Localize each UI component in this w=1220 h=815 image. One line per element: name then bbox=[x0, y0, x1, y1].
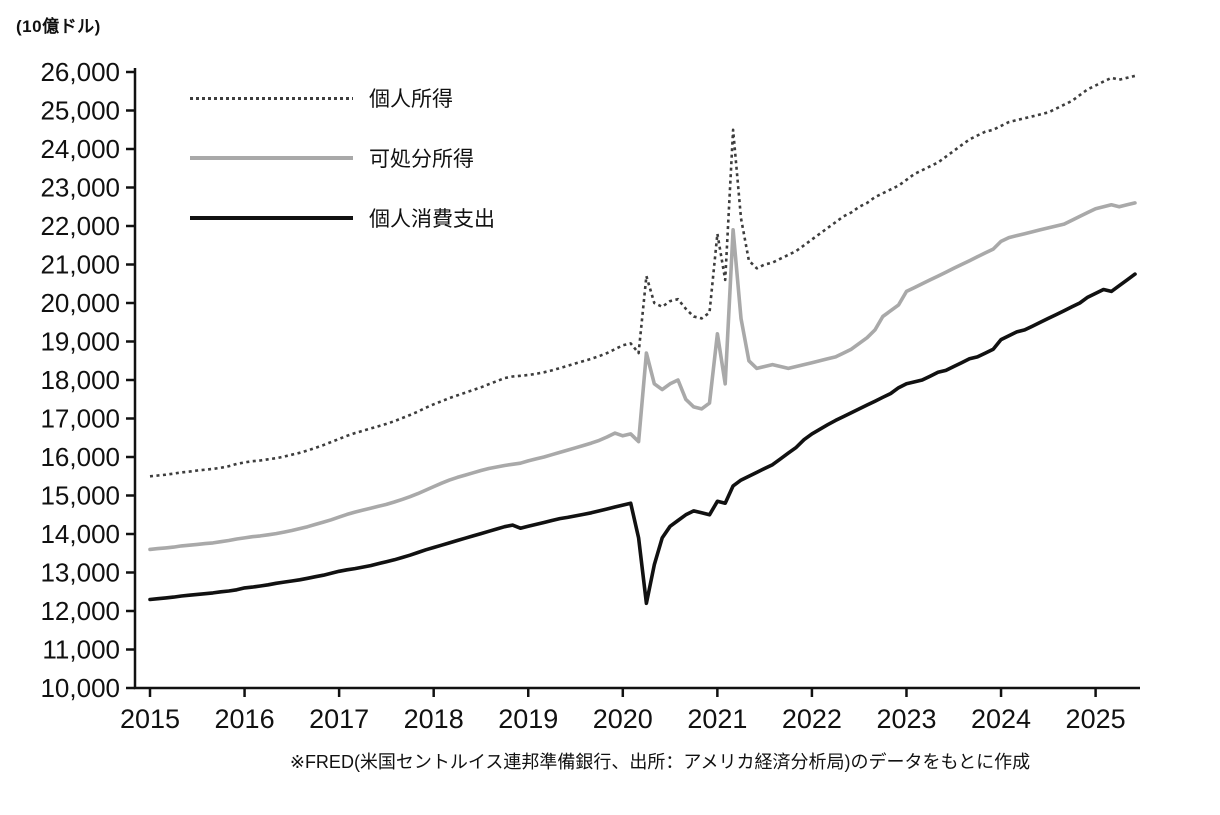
svg-text:19,000: 19,000 bbox=[40, 327, 120, 357]
legend-label-personal-consumption: 個人消費支出 bbox=[369, 208, 495, 231]
source-note: ※FRED(米国セントルイス連邦準備銀行、出所：アメリカ経済分析局)のデータをも… bbox=[289, 752, 1031, 772]
svg-text:11,000: 11,000 bbox=[42, 635, 120, 665]
svg-text:24,000: 24,000 bbox=[40, 134, 120, 164]
svg-text:2016: 2016 bbox=[215, 704, 275, 734]
disposable-income-line-icon bbox=[190, 156, 353, 160]
svg-text:18,000: 18,000 bbox=[40, 365, 120, 395]
svg-text:2018: 2018 bbox=[404, 704, 464, 734]
legend-label-personal-income: 個人所得 bbox=[369, 88, 453, 111]
svg-text:2019: 2019 bbox=[498, 704, 558, 734]
svg-text:25,000: 25,000 bbox=[40, 96, 120, 126]
svg-text:2023: 2023 bbox=[876, 704, 936, 734]
unit-label: (10億ドル) bbox=[16, 17, 101, 36]
svg-text:10,000: 10,000 bbox=[40, 673, 120, 703]
svg-text:23,000: 23,000 bbox=[40, 173, 120, 203]
svg-text:26,000: 26,000 bbox=[40, 57, 120, 87]
svg-text:17,000: 17,000 bbox=[40, 404, 120, 434]
svg-text:13,000: 13,000 bbox=[40, 558, 120, 588]
svg-text:16,000: 16,000 bbox=[40, 442, 120, 472]
svg-text:15,000: 15,000 bbox=[40, 481, 120, 511]
svg-text:2022: 2022 bbox=[782, 704, 842, 734]
personal-consumption-line-icon bbox=[190, 216, 353, 220]
personal-income-line-icon bbox=[190, 96, 353, 100]
svg-text:2021: 2021 bbox=[687, 704, 747, 734]
chart-plot: 10,000 11,000 12,000 13,000 14,000 15,000 16,0… bbox=[40, 57, 1140, 734]
svg-text:12,000: 12,000 bbox=[40, 596, 120, 626]
legend-item-personal-consumption: 個人消費支出 bbox=[190, 188, 495, 248]
svg-text:20,000: 20,000 bbox=[40, 288, 120, 318]
svg-text:2025: 2025 bbox=[1066, 704, 1126, 734]
svg-text:14,000: 14,000 bbox=[40, 519, 120, 549]
legend-label-disposable-income: 可処分所得 bbox=[369, 148, 474, 171]
legend-item-personal-income: 個人所得 bbox=[190, 68, 495, 128]
svg-text:2017: 2017 bbox=[309, 704, 369, 734]
legend-item-disposable-income: 可処分所得 bbox=[190, 128, 495, 188]
svg-text:2015: 2015 bbox=[120, 704, 180, 734]
svg-text:2020: 2020 bbox=[593, 704, 653, 734]
svg-text:21,000: 21,000 bbox=[40, 250, 120, 280]
svg-text:22,000: 22,000 bbox=[40, 211, 120, 241]
legend: 個人所得 可処分所得 個人消費支出 bbox=[190, 68, 495, 248]
svg-text:2024: 2024 bbox=[971, 704, 1031, 734]
